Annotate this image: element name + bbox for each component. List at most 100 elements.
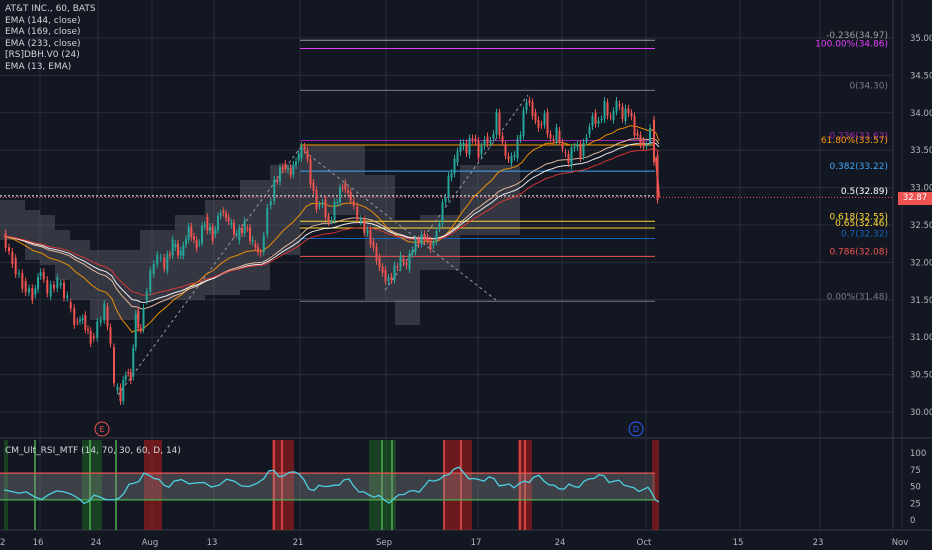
- candle-body: [390, 276, 393, 280]
- candle-body: [28, 288, 30, 293]
- legend-symbol[interactable]: AT&T INC., 60, BATS: [5, 4, 96, 14]
- time-axis-tick: Oct: [637, 538, 652, 548]
- candle-body: [594, 112, 597, 124]
- candle-body: [171, 239, 174, 256]
- candle-body: [142, 307, 145, 330]
- fib-level-label: 0.618(32.55): [829, 212, 888, 222]
- candle-body: [249, 227, 251, 241]
- candle-body: [588, 126, 591, 135]
- candle-body: [597, 120, 600, 124]
- rsi-pane-title[interactable]: CM_Ult_RSI_MTF (14, 70, 30, 60, D, 14): [5, 446, 181, 456]
- time-axis: 16 24 Aug 13 21 Sep 17 24 Oct 15 23 Nov 12: [0, 538, 908, 548]
- candle-body: [624, 108, 627, 121]
- price-axis-tick: 31.50: [910, 296, 932, 306]
- event-marker-d[interactable]: D: [628, 421, 644, 437]
- candle-body: [4, 233, 7, 248]
- candle-body: [145, 291, 148, 301]
- candle-body: [405, 262, 408, 266]
- candle-body: [92, 336, 95, 338]
- candle-body: [134, 313, 137, 348]
- candle-body: [321, 202, 324, 205]
- candle-body: [63, 282, 65, 298]
- candle-body: [129, 372, 132, 381]
- candle-body: [297, 153, 300, 161]
- candle-body: [66, 295, 69, 299]
- candle-body: [510, 156, 513, 163]
- candle-body: [225, 213, 227, 218]
- legend-dbh-channel[interactable]: [RS]DBH.V0 (24): [5, 50, 80, 60]
- candle-body: [259, 252, 262, 254]
- candle-body: [633, 116, 636, 136]
- candle-body: [477, 140, 480, 158]
- candle-body: [177, 243, 179, 256]
- time-axis-tick: 24: [555, 538, 566, 548]
- candle-body: [459, 142, 462, 152]
- candle-body: [612, 111, 615, 121]
- candle-body: [149, 270, 152, 292]
- candle-body: [89, 330, 92, 344]
- candle-body: [636, 132, 639, 136]
- candle-body: [211, 226, 214, 241]
- candle-body: [96, 321, 99, 338]
- candle-body: [417, 239, 420, 245]
- candle-body: [34, 288, 37, 295]
- candle-body: [414, 239, 417, 252]
- candle-body: [49, 284, 52, 297]
- candle-body: [645, 145, 648, 147]
- event-marker-label: E: [99, 425, 104, 434]
- candle-body: [163, 257, 166, 269]
- candle-body: [37, 276, 39, 290]
- legend-ema-169[interactable]: EMA (169, close): [5, 27, 81, 37]
- candle-body: [330, 220, 333, 222]
- candle-body: [507, 156, 510, 160]
- rsi-axis-tick: 100: [910, 449, 926, 459]
- event-marker-e[interactable]: E: [94, 421, 110, 437]
- candle-body: [46, 279, 49, 294]
- candle-body: [555, 127, 558, 142]
- candle-body: [450, 173, 453, 178]
- candle-body: [480, 146, 483, 155]
- last-candle: [655, 157, 660, 198]
- fib-level-label: 0.5(32.89): [841, 187, 888, 197]
- candle-body: [159, 257, 162, 259]
- candle-body: [543, 113, 546, 125]
- candle-body: [39, 272, 42, 277]
- candle-body: [137, 310, 140, 329]
- rsi-oversold-zone: [82, 440, 102, 530]
- candle-body: [103, 303, 106, 321]
- candle-body: [246, 228, 249, 230]
- candle-body: [438, 223, 441, 229]
- candle-body: [639, 135, 642, 145]
- candle-body: [441, 202, 444, 224]
- chart-legend: AT&T INC., 60, BATS EMA (144, close) EMA…: [5, 4, 96, 73]
- candle-body: [166, 254, 169, 271]
- legend-ema-144[interactable]: EMA (144, close): [5, 15, 81, 26]
- candle-body: [24, 281, 27, 293]
- candle-body: [489, 140, 492, 143]
- legend-ema-13[interactable]: EMA (13, EMA): [5, 61, 72, 72]
- candle-body: [69, 302, 72, 309]
- candle-body: [287, 168, 289, 170]
- candle-body: [630, 112, 633, 117]
- candle-body: [257, 246, 259, 253]
- candle-body: [627, 108, 630, 114]
- candle-body: [238, 228, 241, 241]
- rsi-axis-tick: 75: [910, 466, 921, 476]
- candle-body: [378, 257, 381, 268]
- legend-ema-233[interactable]: EMA (233, close): [5, 38, 81, 49]
- candle-body: [369, 230, 372, 245]
- candle-body: [190, 226, 193, 238]
- candle-body: [349, 191, 352, 201]
- candle-body: [227, 217, 230, 222]
- candle-body: [519, 135, 522, 140]
- candle-body: [193, 236, 195, 240]
- candle-body: [185, 239, 187, 245]
- candle-body: [312, 182, 315, 191]
- candle-body: [603, 100, 606, 120]
- candle-body: [344, 183, 347, 190]
- candle-body: [233, 223, 235, 235]
- candle-body: [474, 138, 477, 142]
- time-axis-tick: 23: [813, 538, 824, 548]
- candle-body: [84, 315, 87, 330]
